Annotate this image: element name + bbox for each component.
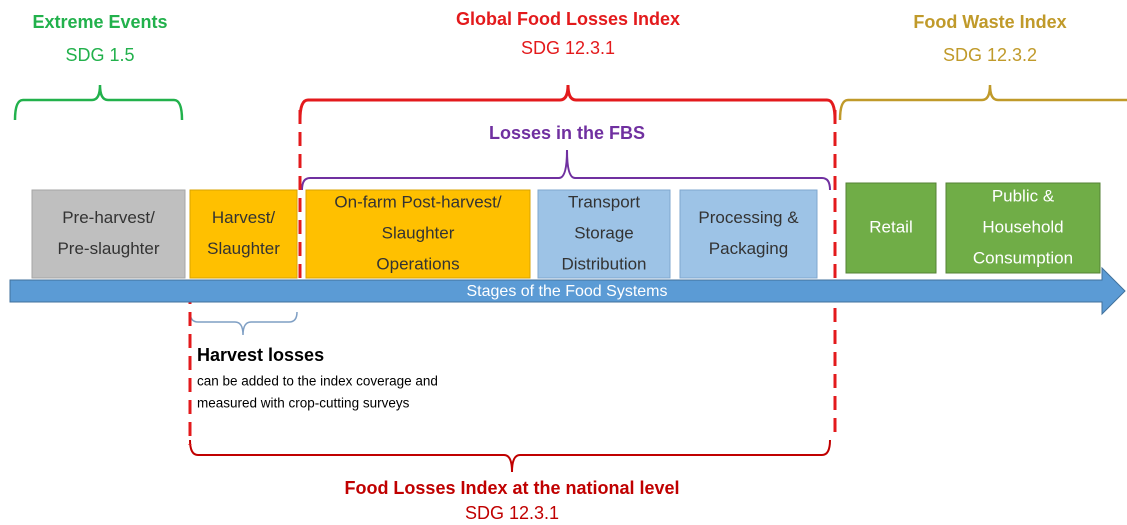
stage-label: Pre-harvest/ [62,208,155,227]
stage-label: Harvest/ [212,208,276,227]
bracket [13,84,184,121]
stage-label: Pre-slaughter [57,239,159,258]
stage-box [31,189,186,279]
stage-label: Retail [869,217,912,236]
stage-box [189,189,298,279]
stage-label: Slaughter [207,239,280,258]
stage-label: Processing & [698,208,799,227]
fbs-label: Losses in the FBS [489,123,645,143]
bracket [838,84,1127,121]
arrow-label: Stages of the Food Systems [467,283,668,300]
stage-label: Storage [574,223,634,242]
stage-label: Public & [992,186,1055,205]
stage-box [305,189,531,279]
bracket [189,439,831,473]
stages: Pre-harvest/Pre-slaughter Harvest/Slaught… [31,182,1101,279]
stage-label: Household [982,217,1063,236]
arrow [9,266,1126,316]
stage-label: Consumption [973,248,1073,267]
stage-label: Distribution [561,254,646,273]
index-title: Food Waste Index [913,12,1066,32]
national-title: Food Losses Index at the national level [344,478,679,498]
stage-box [845,182,937,274]
index-title: Global Food Losses Index [456,9,680,29]
stage-box [945,182,1101,274]
harvest-note: can be added to the index coverage and [197,374,438,389]
harvest-note: measured with crop-cutting surveys [197,396,410,411]
bracket [189,311,298,336]
index-title: Extreme Events [32,12,167,32]
brackets [13,84,1127,473]
stage-label: Slaughter [382,223,455,242]
bracket [301,149,831,191]
bracket [298,84,837,121]
stage-label: Packaging [709,239,788,258]
stage-label: Operations [376,254,459,273]
stage-box [679,189,818,279]
stage-label: Transport [568,192,640,211]
stage-box [537,189,671,279]
harvest-title: Harvest losses [197,345,324,365]
national-sdg: SDG 12.3.1 [465,503,559,523]
stage-label: On-farm Post-harvest/ [334,192,501,211]
index-sdg: SDG 1.5 [65,45,134,65]
index-sdg: SDG 12.3.1 [521,38,615,58]
index-sdg: SDG 12.3.2 [943,45,1037,65]
